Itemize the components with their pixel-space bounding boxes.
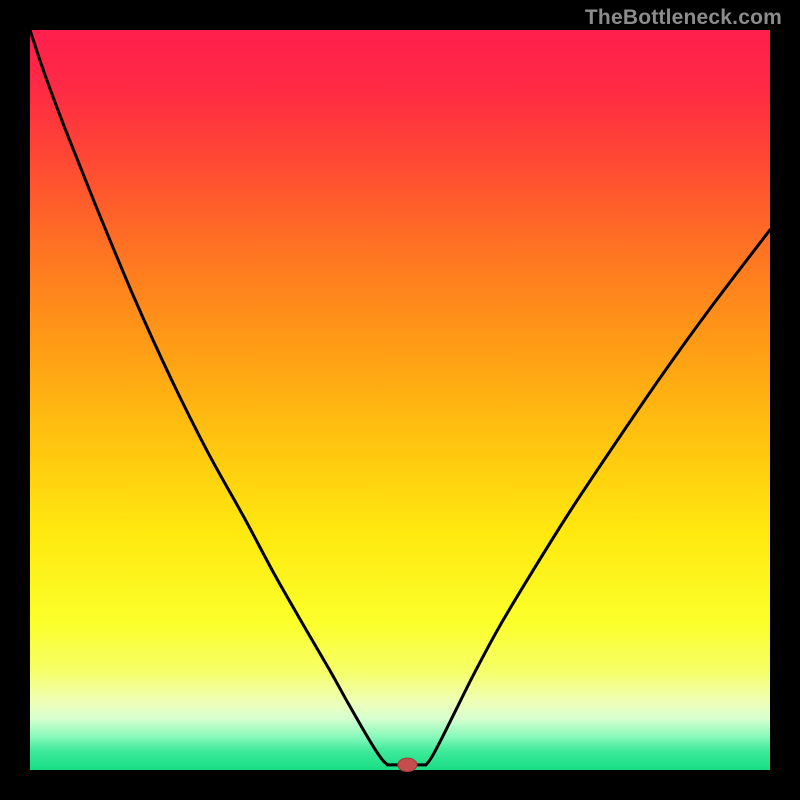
- chart-container: TheBottleneck.com: [0, 0, 800, 800]
- optimal-marker: [398, 758, 417, 771]
- plot-background: [30, 30, 770, 770]
- chart-svg: [0, 0, 800, 800]
- watermark-label: TheBottleneck.com: [585, 6, 782, 30]
